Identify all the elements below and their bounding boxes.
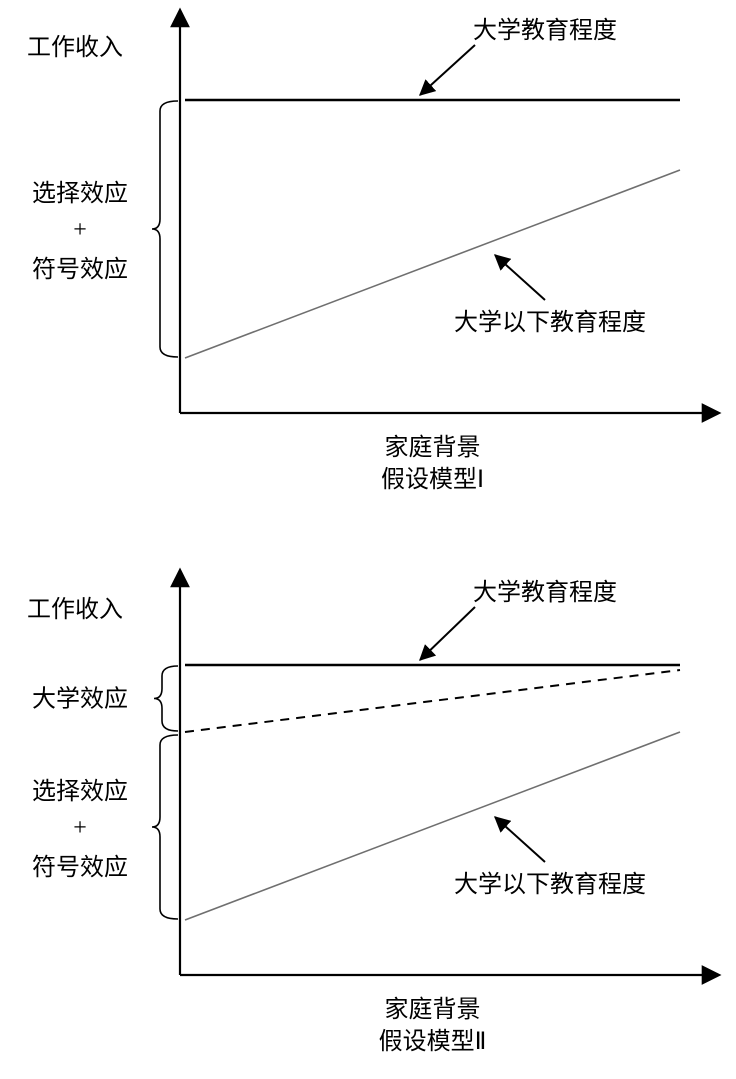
bracket-college-effect [154, 666, 178, 731]
x-axis-label-1: 家庭背景 [385, 434, 481, 461]
y-axis-label-1: 工作收入 [27, 34, 123, 61]
college-label-1: 大学教育程度 [473, 17, 617, 44]
symbol-effect-label-2: 符号效应 [32, 854, 128, 881]
panel-model-1: 工作收入 家庭背景 假设模型Ⅰ 大学教育程度 大学以下教育程度 选择效应 + 符… [27, 17, 705, 493]
panel-model-2: 工作收入 家庭背景 假设模型Ⅱ 大学教育程度 大学以下教育程度 大学效应 选择效… [27, 579, 705, 1055]
y-axis-label-2: 工作收入 [27, 596, 123, 623]
bracket-selection-effect [152, 735, 178, 919]
diagram-svg: 工作收入 家庭背景 假设模型Ⅰ 大学教育程度 大学以下教育程度 选择效应 + 符… [0, 0, 736, 1079]
plus-label-2: + [73, 815, 87, 841]
college-label-2: 大学教育程度 [473, 579, 617, 606]
selection-effect-label-1: 选择效应 [32, 180, 128, 207]
college-arrow-1 [420, 45, 475, 95]
symbol-effect-label-1: 符号效应 [32, 256, 128, 283]
below-college-label-2: 大学以下教育程度 [454, 871, 646, 898]
model-caption-1: 假设模型Ⅰ [381, 466, 484, 493]
plus-label-1: + [73, 217, 87, 243]
model-caption-2: 假设模型Ⅱ [379, 1028, 487, 1055]
page: 工作收入 家庭背景 假设模型Ⅰ 大学教育程度 大学以下教育程度 选择效应 + 符… [0, 0, 736, 1079]
bracket-1 [152, 101, 178, 357]
below-college-arrow-2 [495, 817, 545, 862]
selection-effect-label-2: 选择效应 [32, 778, 128, 805]
college-arrow-2 [420, 607, 475, 660]
below-college-label-1: 大学以下教育程度 [454, 309, 646, 336]
dashed-line-2 [185, 670, 680, 732]
x-axis-label-2: 家庭背景 [385, 996, 481, 1023]
college-effect-label: 大学效应 [32, 686, 128, 713]
below-college-arrow-1 [495, 255, 545, 300]
